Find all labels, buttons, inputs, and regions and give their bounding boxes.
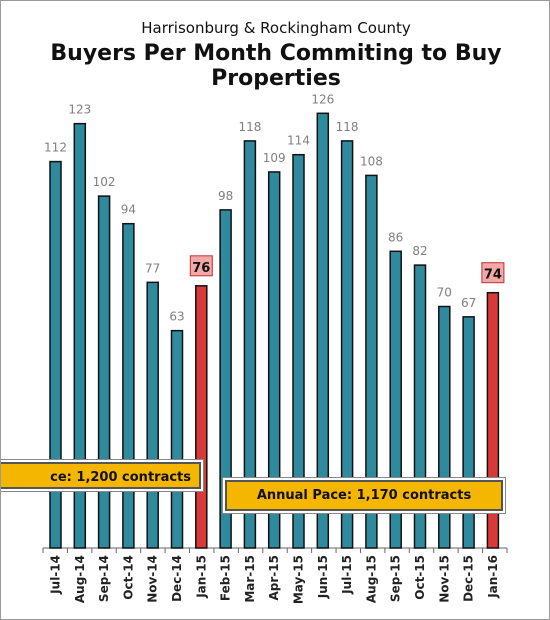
x-tick-label-Nov-14: Nov-14 — [146, 555, 160, 603]
data-label-Jan-16: 74 — [484, 268, 502, 283]
data-label-Apr-15: 109 — [263, 151, 286, 165]
chart-title: Buyers Per Month Commiting to Buy Proper… — [50, 41, 502, 91]
data-label-Jan-15: 76 — [192, 261, 210, 276]
bar-Mar-15 — [243, 140, 257, 549]
data-label-Feb-15: 98 — [218, 189, 233, 203]
annual-pace-callout-left: ce: 1,200 contracts — [1, 462, 201, 489]
data-label-Oct-14: 94 — [121, 203, 136, 217]
bar-Sep-15 — [389, 250, 402, 549]
bar-Jan-15 — [195, 285, 208, 549]
data-label-May-15: 114 — [287, 134, 310, 148]
annual-pace-callout-right: Annual Pace: 1,170 contracts — [225, 480, 503, 511]
bar-Dec-15 — [462, 316, 475, 549]
data-label-Sep-14: 102 — [93, 175, 116, 189]
data-label-Aug-15: 108 — [360, 154, 383, 168]
x-tick-label-Oct-15: Oct-15 — [413, 555, 427, 600]
bar-May-15 — [292, 153, 305, 549]
data-label-Nov-14: 77 — [145, 261, 160, 275]
bar-Jul-15 — [340, 140, 354, 549]
bar-Jul-14 — [49, 160, 62, 549]
x-tick-label-May-15: May-15 — [292, 555, 306, 604]
bar-Oct-14 — [122, 222, 135, 549]
data-label-Oct-15: 82 — [412, 244, 427, 258]
bar-Dec-14 — [170, 329, 184, 549]
bar-Jan-16 — [486, 291, 500, 549]
x-tick-label-Jul-14: Jul-14 — [49, 555, 63, 595]
x-tick-label-Apr-15: Apr-15 — [267, 555, 281, 600]
bar-Nov-15 — [438, 305, 451, 549]
x-tick-label-Dec-15: Dec-15 — [462, 555, 476, 602]
bar-Aug-15 — [365, 174, 378, 549]
data-label-Aug-14: 123 — [68, 103, 91, 117]
x-tick-label-Mar-15: Mar-15 — [243, 555, 257, 603]
bar-Oct-15 — [413, 264, 427, 549]
bar-Apr-15 — [267, 171, 281, 549]
x-tick-label-Jul-15: Jul-15 — [340, 555, 354, 595]
x-tick-label-Oct-14: Oct-14 — [121, 555, 135, 600]
bar-Feb-15 — [219, 209, 232, 549]
data-label-Dec-14: 63 — [169, 310, 184, 324]
x-tick-label-Jan-15: Jan-15 — [194, 555, 208, 599]
x-tick-label-Feb-15: Feb-15 — [219, 555, 233, 601]
data-label-Jul-14: 112 — [44, 141, 67, 155]
data-label-Jun-15: 126 — [311, 92, 334, 106]
x-tick-label-Nov-15: Nov-15 — [437, 555, 451, 603]
x-tick-label-Sep-15: Sep-15 — [389, 555, 403, 602]
x-tick-label-Jun-15: Jun-15 — [316, 555, 330, 599]
data-label-Jul-15: 118 — [336, 120, 359, 134]
x-tick-label-Jan-16: Jan-16 — [486, 555, 500, 599]
bar-Sep-14 — [97, 195, 111, 549]
chart-subtitle: Harrisonburg & Rockingham County — [141, 19, 411, 37]
data-label-Mar-15: 118 — [238, 120, 261, 134]
bar-Aug-14 — [73, 122, 87, 549]
bar-Jun-15 — [316, 112, 330, 549]
x-tick-label-Sep-14: Sep-14 — [97, 555, 111, 602]
x-tick-label-Aug-15: Aug-15 — [364, 555, 378, 603]
x-tick-label-Dec-14: Dec-14 — [170, 555, 184, 602]
data-label-Dec-15: 67 — [461, 296, 476, 310]
data-label-box-Jan-16 — [481, 262, 505, 284]
bar-Nov-14 — [146, 281, 159, 549]
data-label-Nov-15: 70 — [437, 286, 452, 300]
data-label-box-Jan-15 — [189, 255, 213, 277]
x-tick-label-Aug-14: Aug-14 — [73, 555, 87, 603]
data-label-Sep-15: 86 — [388, 230, 403, 244]
